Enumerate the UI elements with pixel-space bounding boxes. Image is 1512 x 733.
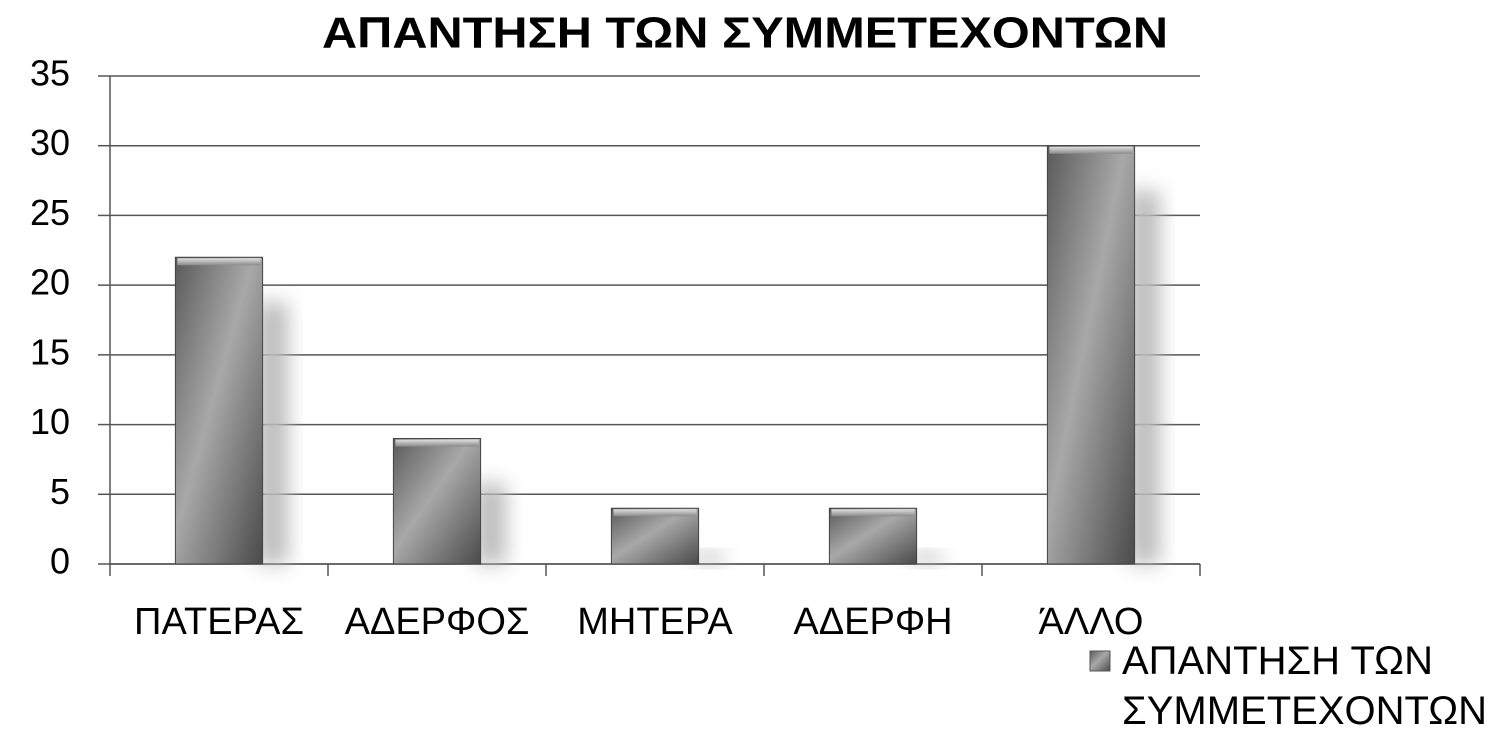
y-tick-label: 0 [50,541,70,582]
y-tick-label: 25 [30,192,70,233]
chart-title: ΑΠΑΝΤΗΣΗ ΤΩΝ ΣΥΜΜΕΤΕΧΟΝΤΩΝ [322,9,1168,58]
y-tick-label: 10 [30,401,70,442]
bar [392,438,482,565]
y-tick-label: 15 [30,331,70,372]
bar-top [395,439,479,447]
y-tick-label: 35 [30,53,70,94]
bar-top [613,509,697,517]
x-tick-label: ΠΑΤΕΡΑΣ [134,601,304,643]
y-tick-label: 20 [30,262,70,303]
bar [1046,145,1136,565]
bar-shadow [693,553,724,564]
legend-label: ΑΠΑΝΤΗΣΗ ΤΩΝ ΣΥΜΜΕΤΕΧΟΝΤΩΝ [1122,639,1488,733]
y-tick-label: 5 [50,471,70,512]
bar [610,507,700,565]
x-tick-label: ΑΔΕΡΦΗ [793,601,952,643]
x-tick-label: ΑΔΕΡΦΟΣ [345,601,530,643]
legend-marker [1089,650,1111,672]
y-tick-label: 30 [30,122,70,163]
bar [828,507,918,565]
bar [174,256,264,565]
bar-shadow [911,553,942,564]
x-tick-label: ΜΗΤΕΡΑ [577,601,733,643]
bar-top [177,258,261,266]
bar-top [1049,146,1133,154]
x-tick-label: ΆΛΛΟ [1039,601,1144,643]
bar-top [831,509,915,517]
